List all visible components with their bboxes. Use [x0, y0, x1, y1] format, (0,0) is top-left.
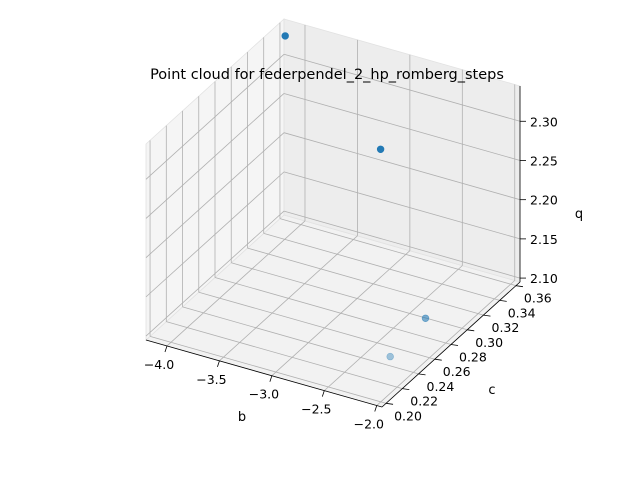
z-tick-label-1: 2.15 [530, 232, 558, 247]
z-tick-label-0: 2.10 [530, 271, 558, 286]
grid-line-q-left-4 [145, 53, 285, 180]
y-tick-label-1: 0.22 [410, 394, 438, 409]
x-tick-3 [321, 390, 325, 397]
y-tick-0 [386, 402, 394, 405]
y-tick-8 [515, 285, 523, 288]
z-tick-label-4: 2.30 [530, 114, 558, 129]
x-tick-4 [374, 405, 378, 412]
scatter-points [281, 32, 430, 361]
z-tick-label-3: 2.25 [530, 154, 558, 169]
grid-line-c-floor-4 [214, 277, 452, 345]
grid-line-c-floor-2 [182, 306, 419, 375]
grid-line-q-left-0 [145, 210, 285, 337]
chart-title: Point cloud for federpendel_2_hp_romberg… [150, 67, 504, 83]
y-tick-1 [402, 388, 410, 391]
y-tick-3 [434, 358, 442, 361]
y-tick-label-4: 0.28 [459, 350, 487, 365]
x-tick-label-3: −2.5 [301, 402, 331, 417]
y-tick-6 [483, 314, 491, 317]
y-tick-label-8: 0.36 [524, 291, 552, 306]
scatter-point-3 [386, 352, 394, 361]
y-tick-5 [467, 329, 475, 332]
z-axis-label: q [575, 207, 583, 222]
grid-line-q-back-1 [283, 171, 521, 240]
x-tick-2 [269, 375, 273, 382]
grid-line-c-floor-7 [263, 232, 500, 301]
x-tick-label-2: −3.0 [249, 387, 279, 402]
y-axis-label: c [488, 383, 495, 398]
x-axis-label: b [238, 410, 246, 425]
grid-line-c-floor-1 [166, 321, 403, 390]
y-tick-label-2: 0.24 [427, 379, 455, 394]
y-tick-label-5: 0.30 [475, 335, 503, 350]
x-axis-line [145, 339, 383, 408]
y-tick-label-7: 0.34 [508, 305, 536, 320]
x-tick-label-1: −3.5 [196, 372, 226, 387]
x-tick-0 [164, 345, 168, 353]
y-tick-4 [450, 344, 459, 346]
grid-line-q-back-4 [283, 53, 521, 122]
x-tick-label-4: −2.0 [354, 417, 384, 432]
grid-line-q-back-0 [283, 210, 521, 279]
y-tick-2 [418, 373, 426, 376]
grid-line-q-left-3 [145, 93, 285, 219]
scatter-point-2 [421, 314, 430, 322]
grid-line-c-floor-0 [149, 335, 387, 404]
grid-line-q-back-3 [283, 93, 521, 161]
grid-line-q-left-1 [145, 171, 285, 298]
y-tick-label-0: 0.20 [394, 408, 422, 423]
y-tick-7 [499, 299, 507, 302]
x-tick-1 [217, 360, 220, 367]
grid-line-q-back-2 [283, 132, 521, 201]
z-tick-label-2: 2.20 [530, 193, 558, 208]
axis-ticks: −4.0 −3.5 −3.0 −2.5 −2.0 0.200.220.240.260.28… [144, 114, 558, 431]
x-tick-label-0: −4.0 [144, 357, 174, 372]
y-tick-label-3: 0.26 [443, 364, 471, 379]
scatter-point-0 [281, 32, 289, 40]
grid-line-c-floor-8 [279, 218, 517, 287]
grid-lines [145, 22, 521, 406]
grid-line-q-left-2 [145, 132, 285, 258]
y-tick-label-6: 0.32 [492, 320, 520, 335]
grid-line-c-floor-3 [198, 291, 435, 360]
scatter-point-1 [376, 145, 385, 154]
grid-line-c-floor-6 [247, 247, 484, 316]
